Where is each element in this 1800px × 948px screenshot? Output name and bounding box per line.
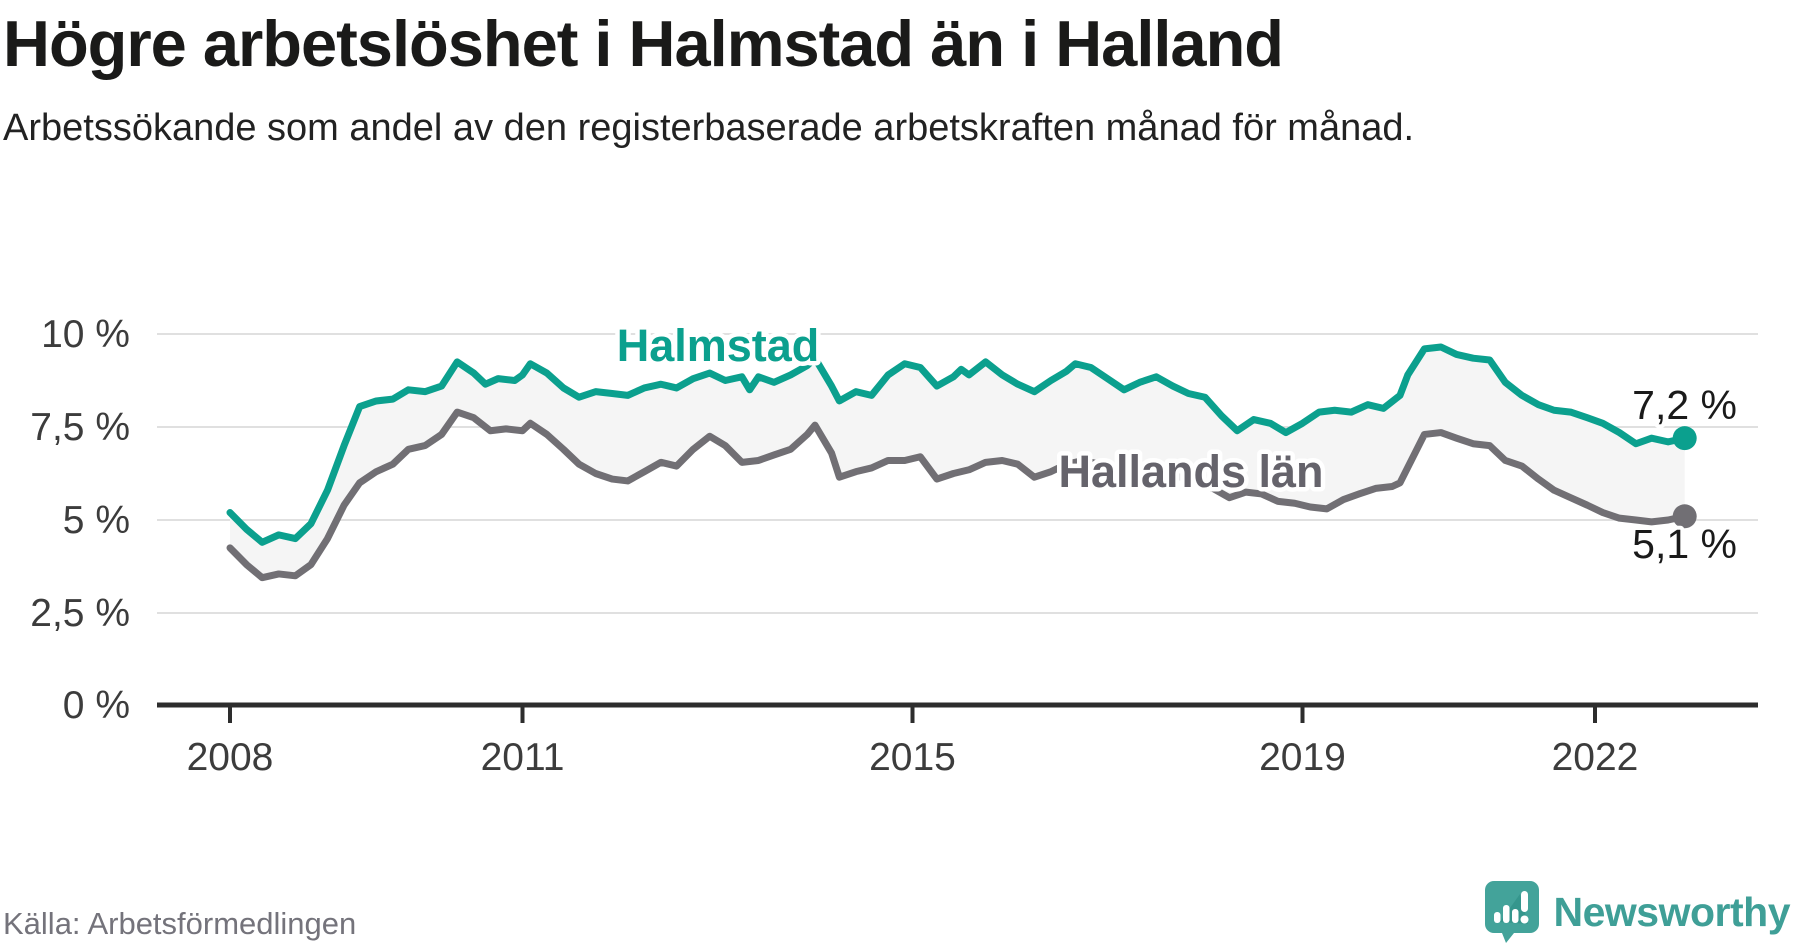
- series-end-dot-halmstad: [1672, 426, 1697, 451]
- series-end-dot-hallands-lan: [1672, 504, 1697, 529]
- end-value-label-halmstad: 7,2 %: [1632, 382, 1737, 428]
- end-value-label-hallands-lan: 5,1 %: [1632, 521, 1737, 567]
- y-tick-label: 7,5 %: [30, 406, 130, 449]
- source-note: Källa: Arbetsförmedlingen: [3, 906, 357, 941]
- series-line-hallands-lan: [226, 408, 1689, 582]
- series-line-halmstad: [226, 343, 1689, 546]
- chart-subtitle: Arbetssökande som andel av den registerb…: [3, 106, 1415, 149]
- series-gap-band: [230, 347, 1685, 578]
- y-tick-label: 5 %: [63, 499, 130, 542]
- x-tick-label: 2022: [1552, 736, 1639, 779]
- y-tick-label: 2,5 %: [30, 592, 130, 635]
- series-label-halmstad: Halmstad: [617, 320, 820, 371]
- newsworthy-brand-link[interactable]: Newsworthy: [1484, 880, 1791, 944]
- y-tick-label: 10 %: [41, 313, 130, 356]
- x-tick-label: 2015: [869, 736, 956, 779]
- chart-header: Högre arbetslöshet i Halmstad än i Halla…: [3, 0, 1523, 153]
- page-title: Högre arbetslöshet i Halmstad än i Halla…: [3, 7, 1284, 80]
- newsworthy-speech-bubble-bar-chart-icon: [1484, 881, 1539, 943]
- brand-name: Newsworthy: [1553, 888, 1791, 935]
- x-tick-label: 2019: [1259, 736, 1346, 779]
- x-tick-label: 2008: [187, 736, 274, 779]
- series-label-hallands-lan: Hallands län: [1058, 446, 1323, 497]
- y-tick-label: 0 %: [63, 684, 130, 727]
- x-tick-label: 2011: [481, 736, 565, 779]
